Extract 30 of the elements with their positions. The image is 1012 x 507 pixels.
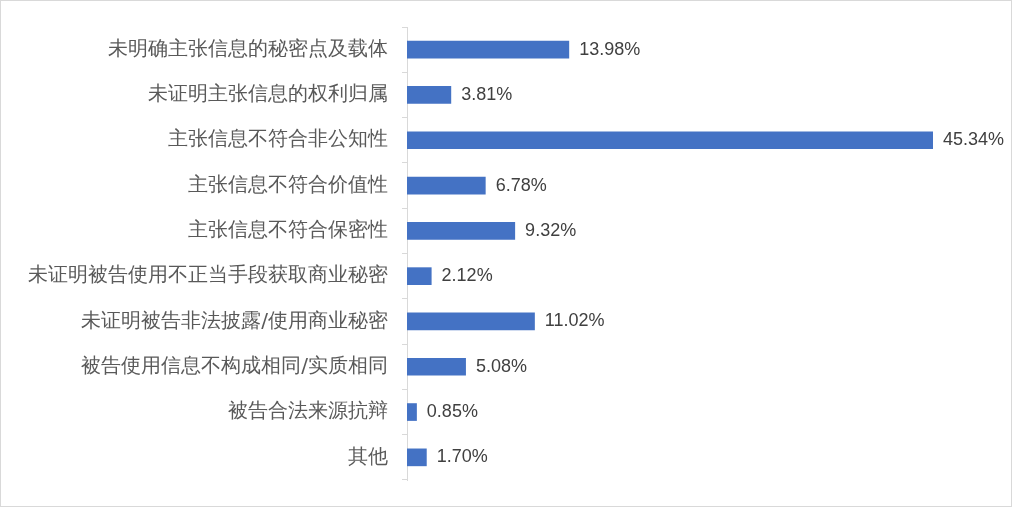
y-tick-label: 未证明主张信息的权利归属	[148, 81, 388, 106]
y-tick-label: 主张信息不符合价值性	[188, 171, 388, 196]
data-label: 5.08%	[475, 355, 527, 376]
bar	[407, 222, 516, 240]
bar	[407, 40, 570, 59]
y-tick-label: 未证明被告使用不正当手段获取商业秘密	[28, 262, 388, 287]
bar	[407, 176, 486, 195]
bar	[407, 267, 432, 285]
y-tick-label: 未证明被告非法披露/使用商业秘密	[81, 307, 388, 332]
y-tick-label: 被告合法来源抗辩	[228, 398, 388, 423]
data-label: 6.78%	[495, 174, 547, 195]
y-tick-label: 未明确主张信息的秘密点及载体	[108, 35, 388, 60]
y-tick-label: 主张信息不符合保密性	[188, 217, 388, 242]
bar	[407, 357, 466, 376]
data-label: 0.85%	[426, 401, 478, 422]
y-tick-label: 被告使用信息不构成相同/实质相同	[81, 352, 388, 377]
bar	[407, 448, 427, 467]
data-label: 2.12%	[441, 265, 493, 286]
bar	[407, 403, 417, 421]
data-label: 45.34%	[943, 129, 1005, 150]
bar	[407, 312, 535, 331]
y-tick-label: 其他	[348, 443, 388, 468]
y-tick-label: 主张信息不符合非公知性	[168, 126, 388, 151]
bar	[407, 86, 452, 104]
data-label: 9.32%	[525, 219, 577, 240]
data-label: 13.98%	[579, 38, 641, 59]
data-label: 11.02%	[544, 310, 605, 331]
data-label: 1.70%	[436, 446, 488, 467]
data-label: 3.81%	[461, 83, 513, 104]
bar	[407, 131, 933, 150]
